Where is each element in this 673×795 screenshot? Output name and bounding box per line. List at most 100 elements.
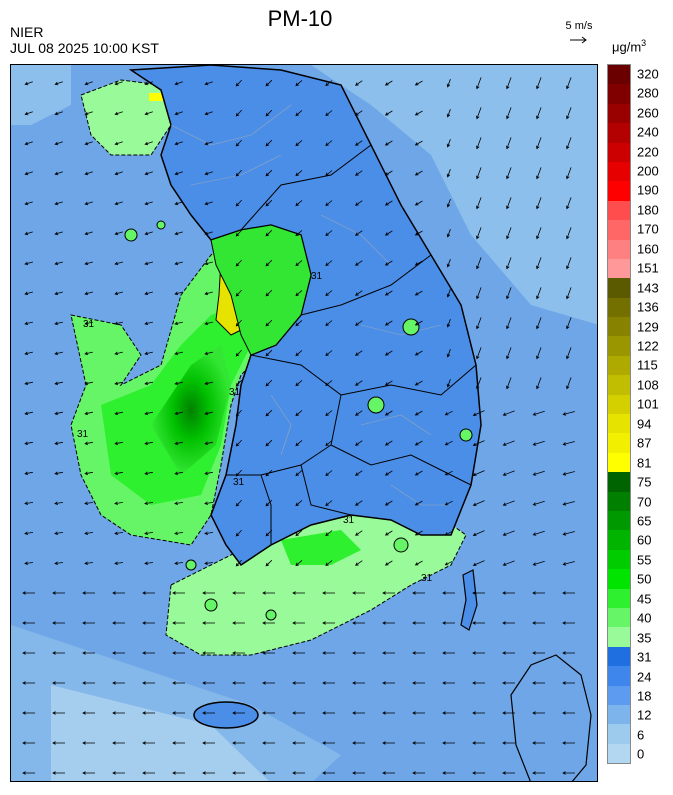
wind-arrow-icon <box>114 141 123 146</box>
wind-arrow-icon <box>444 530 453 536</box>
wind-arrow-icon <box>204 531 214 535</box>
wind-arrow-icon <box>322 771 335 775</box>
wind-arrow-icon <box>442 741 455 745</box>
wind-arrow-icon <box>235 559 242 567</box>
wind-arrow-icon <box>84 441 93 446</box>
wind-arrow-icon <box>204 561 214 565</box>
wind-arrow-icon <box>24 381 33 386</box>
colorbar-label: 81 <box>637 455 652 471</box>
wind-arrow-icon <box>325 110 333 117</box>
wind-arrow-icon <box>52 681 65 685</box>
colorbar-label: 280 <box>637 85 659 101</box>
wind-arrow-icon <box>295 560 303 567</box>
wind-arrow-icon <box>235 529 242 537</box>
wind-arrow-icon <box>506 227 512 240</box>
wind-arrow-icon <box>446 229 451 238</box>
wind-arrow-icon <box>536 317 542 330</box>
northwest-sea-light-area <box>11 65 71 125</box>
wind-arrow-icon <box>295 80 303 87</box>
wind-arrow-icon <box>414 260 423 266</box>
wind-arrow-icon <box>506 197 512 210</box>
wind-arrow-icon <box>566 167 572 180</box>
wind-arrow-icon <box>566 137 572 150</box>
wind-arrow-icon <box>532 560 545 566</box>
wind-arrow-icon <box>112 651 125 655</box>
wind-arrow-icon <box>355 290 363 296</box>
wind-arrow-icon <box>322 681 335 685</box>
map-title: PM-10 <box>267 6 333 31</box>
unit-label: μg/m3 <box>612 38 646 54</box>
wind-arrow-icon <box>532 651 545 655</box>
wind-arrow-icon <box>54 561 64 565</box>
wind-arrow-icon <box>562 711 575 715</box>
colorbar-segment <box>608 336 630 356</box>
wind-arrow-icon <box>414 140 423 146</box>
colorbar-segment <box>608 646 630 667</box>
wind-arrow-icon <box>84 321 93 326</box>
wind-arrow-icon <box>412 741 425 745</box>
wind-arrow-icon <box>112 681 125 685</box>
wind-arrow-icon <box>262 711 275 715</box>
wind-arrow-icon <box>84 231 93 236</box>
colorbar-segment <box>608 84 630 104</box>
wind-arrow-icon <box>84 381 93 386</box>
colorbar-label: 31 <box>637 649 652 665</box>
contour-label: 31 <box>229 387 241 398</box>
wind-arrow-icon <box>112 621 125 625</box>
wind-arrow-icon <box>566 107 572 120</box>
wind-arrow-icon <box>536 377 542 390</box>
wind-arrow-icon <box>536 227 542 240</box>
wind-arrow-icon <box>506 317 512 330</box>
wind-arrow-icon <box>562 411 575 416</box>
wind-arrow-icon <box>384 200 393 206</box>
wind-arrow-icon <box>54 111 63 116</box>
colorbar-segment <box>608 200 630 221</box>
wind-arrow-icon <box>235 439 242 447</box>
wind-arrow-icon <box>472 560 485 566</box>
wind-arrow-icon <box>562 471 575 476</box>
wind-arrow-icon <box>566 77 572 90</box>
colorbar-label: 320 <box>637 66 659 82</box>
wind-arrow-icon <box>24 291 33 296</box>
wind-arrow-icon <box>562 771 575 775</box>
wind-arrow-icon <box>174 351 183 356</box>
wind-arrow-icon <box>532 711 545 715</box>
wind-arrow-icon <box>472 470 485 476</box>
wind-arrow-icon <box>82 741 95 745</box>
wind-arrow-icon <box>384 440 393 446</box>
wind-reference-label: 5 m/s <box>565 20 593 32</box>
wind-arrow-icon <box>532 771 545 775</box>
colorbar-segment <box>608 414 630 434</box>
wind-arrow-icon <box>265 169 273 177</box>
wind-arrow-icon <box>204 471 213 476</box>
wind-arrow-icon <box>325 380 333 387</box>
wind-arrow-icon <box>112 711 125 715</box>
colorbar-label: 0 <box>637 746 645 762</box>
wind-arrow-icon <box>52 591 65 595</box>
colorbar-segment <box>608 433 630 453</box>
wind-arrow-icon <box>144 201 153 206</box>
wind-arrow-icon <box>414 380 423 386</box>
wind-arrow-icon <box>562 561 575 566</box>
wind-arrow-icon <box>414 470 423 476</box>
wind-arrow-icon <box>114 351 123 356</box>
wind-arrow-icon <box>84 351 93 356</box>
wind-arrow-icon <box>52 651 65 655</box>
wind-arrow-icon <box>172 591 185 595</box>
wind-arrow-icon <box>325 140 333 147</box>
wind-arrow-icon <box>82 771 95 775</box>
wind-arrow-icon <box>384 110 393 116</box>
wind-arrow-icon <box>265 319 273 327</box>
wind-arrow-icon <box>265 289 273 297</box>
wind-arrow-icon <box>24 411 33 416</box>
wind-arrow-icon <box>502 711 515 715</box>
wind-arrow-icon <box>472 410 485 416</box>
wind-arrow-icon <box>446 139 451 148</box>
wind-arrow-icon <box>322 741 335 745</box>
wind-arrow-icon <box>144 441 153 446</box>
wind-arrow-icon <box>265 259 273 267</box>
wind-arrow-icon <box>204 81 213 86</box>
wind-arrow-icon <box>412 591 425 595</box>
wind-arrow-icon <box>506 167 512 180</box>
wind-arrow-icon <box>265 229 273 237</box>
